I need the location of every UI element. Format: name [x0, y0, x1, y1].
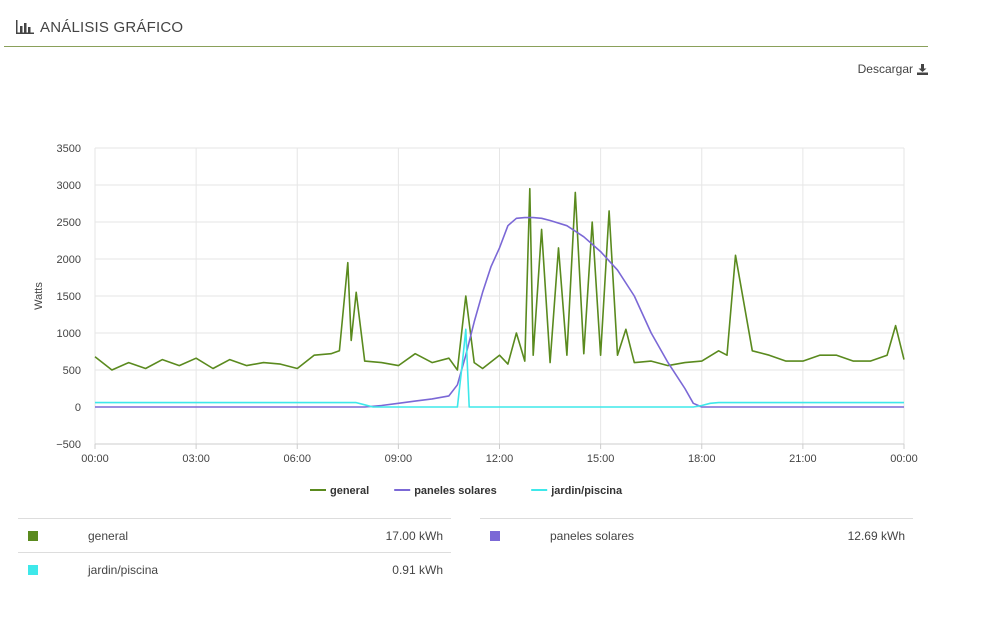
x-tick-label: 18:00 [688, 453, 716, 465]
x-tick-label: 00:00 [81, 453, 109, 465]
page-header: ANÁLISIS GRÁFICO [16, 14, 183, 40]
y-tick-label: 2500 [57, 217, 81, 229]
y-tick-label: 1500 [57, 291, 81, 303]
summary-swatch [490, 531, 500, 541]
y-tick-label: 3500 [57, 143, 81, 155]
summary-value: 0.91 kWh [392, 563, 443, 577]
x-tick-label: 21:00 [789, 453, 817, 465]
summary-left: general 17.00 kWh jardin/piscina 0.91 kWh [18, 518, 451, 586]
series-line-jardin-piscina [95, 328, 904, 408]
download-button[interactable]: Descargar [858, 62, 928, 76]
y-tick-label: 0 [75, 402, 81, 414]
y-tick-label: 2000 [57, 254, 81, 266]
y-tick-label: 500 [63, 365, 81, 377]
series-line-paneles-solares [95, 216, 904, 408]
page-title: ANÁLISIS GRÁFICO [40, 18, 184, 36]
y-tick-label: 3000 [57, 180, 81, 192]
y-tick-label: −500 [56, 439, 81, 451]
y-axis-label: Watts [33, 282, 45, 310]
legend-label: paneles solares [414, 485, 497, 497]
summary-value: 12.69 kWh [847, 529, 905, 543]
legend-item[interactable]: paneles solares [394, 485, 497, 497]
download-icon [917, 63, 928, 75]
x-tick-label: 15:00 [587, 453, 615, 465]
x-tick-label: 06:00 [283, 453, 311, 465]
summary-row: paneles solares 12.69 kWh [480, 518, 913, 552]
bar-chart-icon [16, 20, 34, 34]
summary-right: paneles solares 12.69 kWh [480, 518, 913, 552]
legend-item[interactable]: general [310, 485, 369, 497]
summary-label: jardin/piscina [88, 563, 159, 577]
y-tick-label: 1000 [57, 328, 81, 340]
series-line-general [94, 187, 905, 371]
summary-value: 17.00 kWh [385, 529, 443, 543]
x-tick-label: 00:00 [890, 453, 918, 465]
legend-label: general [330, 485, 369, 497]
summary-swatch [28, 531, 38, 541]
x-tick-label: 12:00 [486, 453, 514, 465]
header-divider [4, 46, 928, 47]
summary-swatch [28, 565, 38, 575]
legend-item[interactable]: jardin/piscina [531, 485, 623, 497]
x-tick-label: 03:00 [182, 453, 210, 465]
chart-legend: general paneles solares jardin/piscina [310, 485, 623, 497]
summary-row: general 17.00 kWh [18, 518, 451, 552]
summary-label: general [88, 529, 129, 543]
summary-row: jardin/piscina 0.91 kWh [18, 552, 451, 586]
download-label: Descargar [857, 62, 913, 76]
x-tick-label: 09:00 [385, 453, 413, 465]
summary-label: paneles solares [550, 529, 635, 543]
line-chart: 3500 3000 2500 2000 1500 1000 500 0 −500 00:00 03… [33, 143, 918, 497]
legend-label: jardin/piscina [550, 485, 623, 497]
